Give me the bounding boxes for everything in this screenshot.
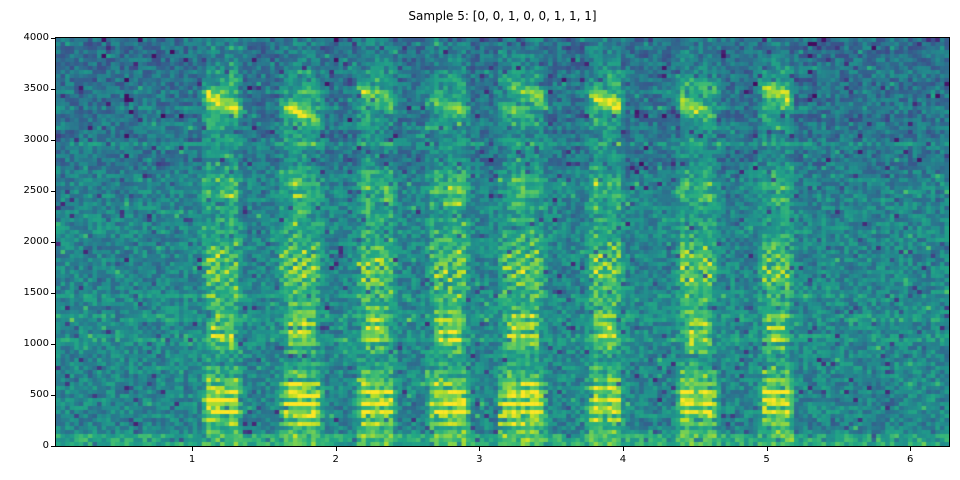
y-tick-label: 500 <box>29 389 49 400</box>
x-tick-label: 4 <box>619 454 627 465</box>
plot-area <box>55 37 950 447</box>
x-tick-label: 3 <box>476 454 483 465</box>
y-tick-mark <box>51 241 55 243</box>
chart-title: Sample 5: [0, 0, 1, 0, 0, 1, 1, 1] <box>408 9 597 23</box>
y-tick-label: 3000 <box>23 134 49 145</box>
y-tick-label: 4000 <box>23 32 49 43</box>
y-tick-mark <box>51 37 55 39</box>
x-tick-mark <box>335 447 337 451</box>
x-tick-mark <box>479 447 481 451</box>
y-tick-mark <box>51 445 55 447</box>
spectrogram-image <box>56 38 949 446</box>
x-tick-label: 2 <box>332 454 339 465</box>
y-tick-mark <box>51 88 55 90</box>
y-tick-mark <box>51 190 55 192</box>
x-tick-mark <box>910 447 912 451</box>
y-tick-label: 3500 <box>23 83 49 94</box>
y-tick-label: 1000 <box>23 338 49 349</box>
x-tick-label: 1 <box>188 454 196 465</box>
y-tick-mark <box>51 394 55 396</box>
y-tick-label: 2500 <box>23 185 49 196</box>
y-tick-label: 0 <box>42 440 49 451</box>
y-tick-label: 1500 <box>23 287 49 298</box>
x-tick-label: 5 <box>763 454 770 465</box>
x-tick-label: 6 <box>907 454 914 465</box>
x-tick-mark <box>622 447 624 451</box>
x-tick-mark <box>766 447 768 451</box>
y-tick-mark <box>51 292 55 294</box>
y-tick-mark <box>51 139 55 141</box>
x-tick-mark <box>192 447 194 451</box>
y-tick-mark <box>51 343 55 345</box>
y-tick-label: 2000 <box>23 236 49 247</box>
